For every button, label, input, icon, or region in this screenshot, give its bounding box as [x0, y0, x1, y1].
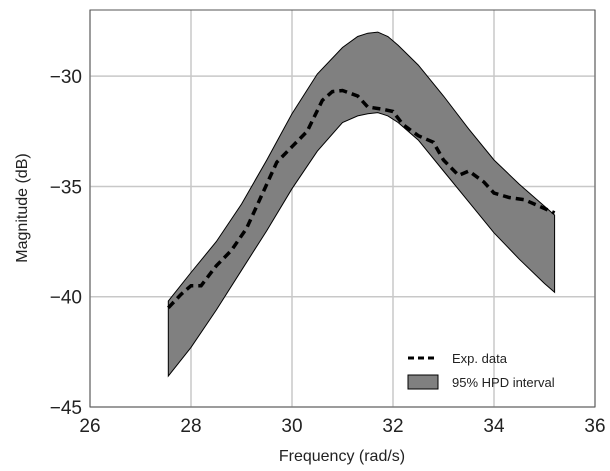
legend: Exp. data 95% HPD interval — [407, 351, 555, 390]
x-tick-label: 32 — [382, 416, 403, 437]
hpd-interval-band — [167, 31, 556, 378]
exp-data-line — [167, 88, 556, 310]
hpd-band-layer — [167, 31, 556, 378]
y-tick-label: −45 — [50, 398, 82, 419]
x-tick-label: 36 — [584, 416, 605, 437]
x-tick-label: 28 — [180, 416, 201, 437]
x-axis-label: Frequency (rad/s) — [279, 448, 405, 465]
legend-hpd-label: 95% HPD interval — [452, 375, 555, 390]
y-axis-label: Magnitude (dB) — [14, 153, 31, 262]
x-tick-label: 30 — [281, 416, 302, 437]
x-tick-label: 34 — [483, 416, 505, 437]
legend-exp-data-label: Exp. data — [452, 351, 508, 366]
legend-hpd-swatch — [407, 374, 439, 390]
exp-data-layer — [167, 88, 556, 310]
y-tick-label: −30 — [50, 67, 82, 88]
x-tick-labels: 26 28 30 32 34 36 — [79, 416, 605, 437]
x-tick-label: 26 — [79, 416, 100, 437]
y-tick-labels: −45 −40 −35 −30 — [50, 67, 82, 419]
plot-frame — [89, 9, 596, 408]
y-tick-label: −35 — [50, 177, 82, 198]
y-tick-label: −40 — [50, 288, 82, 309]
